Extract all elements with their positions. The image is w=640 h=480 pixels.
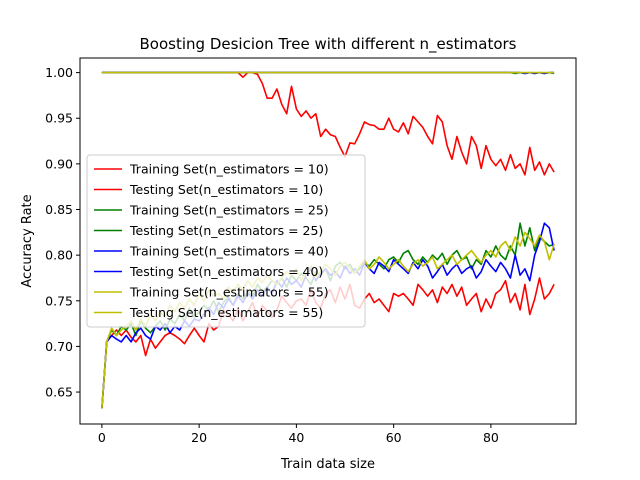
chart-title: Boosting Desicion Tree with different n_… — [140, 35, 517, 54]
legend-box — [86, 154, 366, 328]
legend: Training Set(n_estimators = 10) Testing S… — [86, 154, 366, 328]
x-axis-label: Train data size — [280, 457, 375, 472]
legend-label: Training Set(n_estimators = 55) — [129, 285, 329, 300]
legend-label: Testing Set(n_estimators = 10) — [129, 182, 323, 197]
ticks-layer: 0 20 40 60 80 0.65 0.70 0.75 0.80 0.85 0.90 0.95 1.0… — [45, 65, 499, 445]
y-axis-label: Accuracy Rate — [20, 194, 35, 287]
y-tick-label: 0.95 — [45, 111, 73, 126]
legend-label: Testing Set(n_estimators = 25) — [129, 223, 323, 238]
y-tick-label: 0.65 — [45, 385, 73, 400]
legend-label: Training Set(n_estimators = 40) — [129, 244, 329, 259]
legend-label: Testing Set(n_estimators = 40) — [129, 264, 323, 279]
legend-label: Training Set(n_estimators = 10) — [129, 162, 329, 177]
legend-entries: Training Set(n_estimators = 10) Testing S… — [94, 162, 329, 320]
x-tick-label: 40 — [288, 430, 304, 445]
x-tick-label: 60 — [386, 430, 402, 445]
legend-label: Training Set(n_estimators = 25) — [129, 203, 329, 218]
x-tick-label: 0 — [98, 430, 106, 445]
y-tick-label: 0.90 — [45, 156, 73, 171]
y-tick-label: 0.80 — [45, 248, 73, 263]
y-tick-label: 0.75 — [45, 293, 73, 308]
x-tick-label: 80 — [483, 430, 499, 445]
series-line-1 — [101, 71, 555, 176]
legend-label: Testing Set(n_estimators = 55) — [129, 305, 323, 320]
y-tick-label: 1.00 — [45, 65, 73, 80]
y-tick-label: 0.70 — [45, 339, 73, 354]
x-tick-label: 20 — [191, 430, 207, 445]
plot-frame — [79, 57, 577, 425]
y-tick-label: 0.85 — [45, 202, 73, 217]
